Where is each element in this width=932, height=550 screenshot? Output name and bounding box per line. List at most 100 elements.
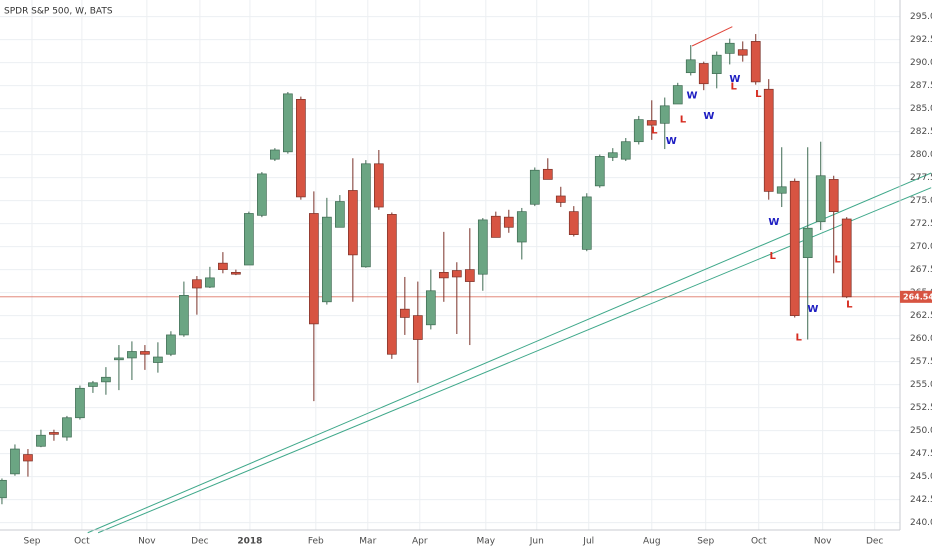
annotation: W bbox=[703, 111, 714, 122]
candle-body bbox=[296, 99, 306, 198]
candle-body bbox=[10, 448, 20, 475]
candle-body bbox=[0, 479, 7, 499]
candle-body bbox=[750, 41, 761, 83]
candle-body bbox=[62, 417, 72, 438]
candle-body bbox=[153, 356, 163, 363]
x-tick-label: Apr bbox=[412, 537, 428, 547]
candle-body bbox=[568, 211, 579, 235]
candle-body bbox=[529, 169, 540, 205]
candle-body bbox=[23, 454, 33, 462]
annotation: L bbox=[755, 89, 762, 100]
x-tick-label: May bbox=[477, 537, 496, 547]
x-tick-label: Dec bbox=[866, 537, 883, 547]
candle-body bbox=[399, 308, 410, 318]
candle-body bbox=[127, 351, 137, 359]
candle-body bbox=[789, 180, 800, 316]
candle-body bbox=[698, 63, 709, 85]
x-tick-label: Oct bbox=[751, 537, 767, 547]
candle-body bbox=[140, 351, 150, 355]
y-tick-label: 242.50 bbox=[910, 495, 932, 505]
candle-body bbox=[763, 88, 774, 192]
candle-body bbox=[231, 272, 241, 275]
y-tick-label: 252.50 bbox=[910, 403, 932, 413]
candle-body bbox=[309, 213, 319, 325]
candle-body bbox=[464, 269, 475, 282]
candle-body bbox=[244, 213, 254, 266]
annotation: L bbox=[846, 300, 853, 311]
annotation: L bbox=[795, 333, 802, 344]
y-tick-label: 267.50 bbox=[910, 265, 932, 275]
candle-body bbox=[360, 163, 371, 268]
axes: 240.00 242.50 245.00 247.50 250.00 252.50 255.… bbox=[23, 12, 932, 547]
y-tick-label: 285.00 bbox=[910, 104, 932, 114]
candle-body bbox=[386, 214, 397, 355]
x-tick-label: 2018 bbox=[237, 537, 262, 547]
candle-body bbox=[607, 152, 618, 158]
candle-body bbox=[646, 120, 657, 126]
y-tick-label: 247.50 bbox=[910, 449, 932, 459]
annotation: W bbox=[666, 136, 677, 147]
candle-body bbox=[335, 201, 345, 228]
x-tick-label: Sep bbox=[697, 537, 714, 547]
y-tick-label: 292.50 bbox=[910, 35, 932, 45]
x-tick-label: Feb bbox=[308, 537, 324, 547]
candle-body bbox=[114, 357, 124, 361]
candle-body bbox=[348, 190, 358, 256]
candle-body bbox=[451, 270, 462, 278]
candle-body bbox=[412, 315, 423, 340]
x-tick-label: Dec bbox=[191, 537, 208, 547]
x-tick-label: Jun bbox=[529, 537, 544, 547]
y-tick-label: 280.00 bbox=[910, 150, 932, 160]
candle-body bbox=[815, 175, 826, 223]
candle-body bbox=[633, 119, 644, 143]
grid bbox=[0, 0, 900, 530]
candle-body bbox=[49, 432, 59, 435]
candle-body bbox=[594, 156, 605, 187]
candle-body bbox=[205, 277, 215, 288]
chart-title: SPDR S&P 500, W, BATS bbox=[4, 7, 113, 17]
x-tick-label: Nov bbox=[814, 537, 832, 547]
candle-body bbox=[270, 149, 280, 160]
x-tick-label: Nov bbox=[138, 537, 156, 547]
annotation: W bbox=[807, 304, 818, 315]
y-tick-label: 275.00 bbox=[910, 196, 932, 206]
y-tick-label: 272.50 bbox=[910, 219, 932, 229]
candle-body bbox=[101, 376, 111, 383]
candle-body bbox=[672, 85, 683, 105]
y-tick-label: 277.50 bbox=[910, 173, 932, 183]
candle-body bbox=[828, 179, 839, 212]
candle-body bbox=[503, 216, 514, 228]
candle-body bbox=[88, 382, 98, 387]
candle-body bbox=[685, 59, 696, 74]
annotation: W bbox=[729, 74, 740, 85]
y-tick-label: 240.00 bbox=[910, 518, 932, 528]
annotation: L bbox=[651, 126, 658, 137]
x-tick-label: Aug bbox=[643, 537, 661, 547]
candles bbox=[0, 34, 852, 505]
annotation: L bbox=[730, 81, 737, 92]
candle-body bbox=[516, 211, 527, 243]
candle-body bbox=[776, 186, 787, 194]
x-tick-label: Sep bbox=[23, 537, 40, 547]
candle-body bbox=[179, 295, 189, 336]
candle-body bbox=[425, 290, 436, 326]
y-tick-label: 260.00 bbox=[910, 334, 932, 344]
price-label-box bbox=[900, 290, 932, 303]
y-tick-label: 262.50 bbox=[910, 311, 932, 321]
price-label: 264.54 bbox=[903, 292, 932, 301]
annotation: L bbox=[769, 251, 776, 262]
y-tick-label: 245.00 bbox=[910, 472, 932, 482]
candle-body bbox=[322, 216, 332, 303]
candle-body bbox=[477, 219, 488, 275]
y-tick-label: 250.00 bbox=[910, 426, 932, 436]
candle-body bbox=[802, 227, 813, 258]
annotation: L bbox=[680, 115, 687, 126]
candle-body bbox=[166, 334, 176, 355]
candle-body bbox=[192, 279, 202, 289]
y-tick-label: 257.50 bbox=[910, 357, 932, 367]
annotation: W bbox=[687, 91, 698, 102]
candle-body bbox=[75, 387, 85, 419]
candle-body bbox=[711, 54, 722, 74]
candle-body bbox=[373, 163, 384, 208]
candle-body bbox=[724, 42, 735, 54]
